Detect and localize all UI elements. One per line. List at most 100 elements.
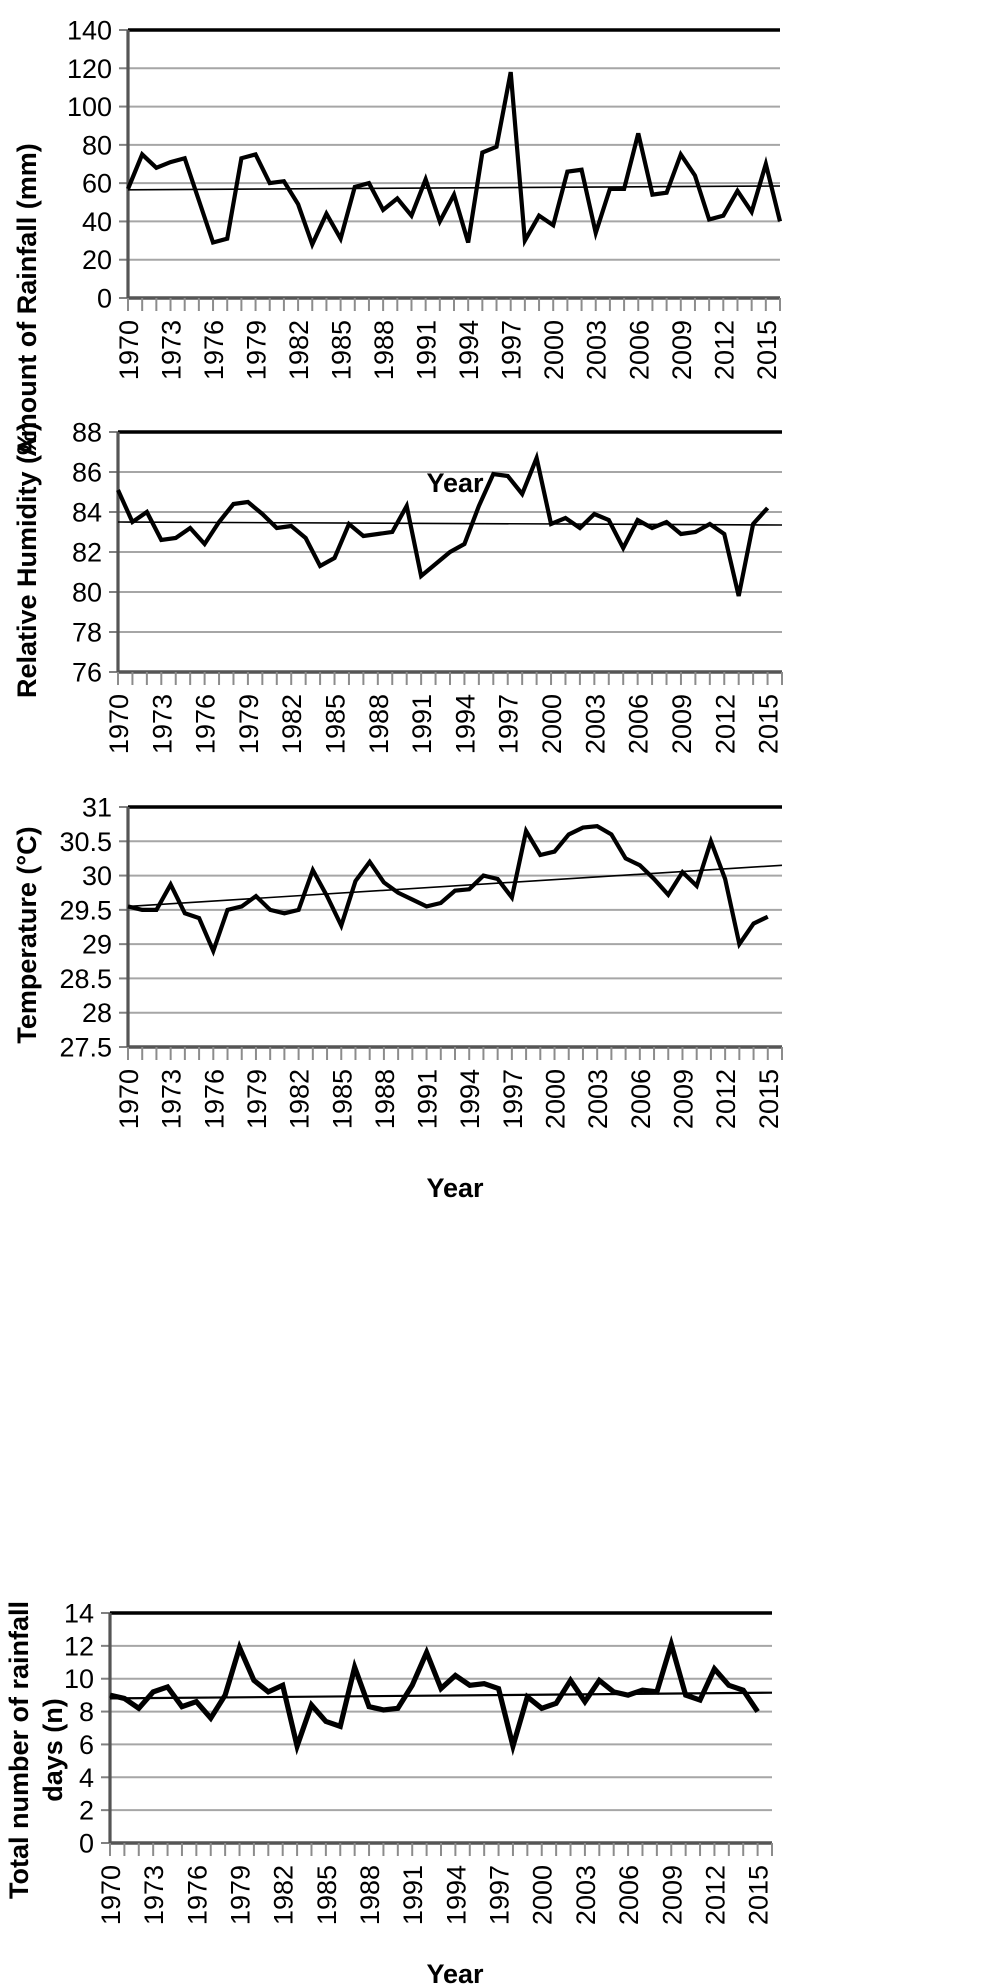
rainfall-y-axis-title: Amount of Rainfall (mm) xyxy=(12,143,42,456)
xtick-label: 1985 xyxy=(327,1069,357,1129)
ytick-label: 30 xyxy=(82,861,112,891)
xtick-label: 1997 xyxy=(494,694,524,754)
xtick-label: 1997 xyxy=(485,1865,515,1925)
xtick-label: 1970 xyxy=(96,1865,126,1925)
panel-temperature: Temperature (°C) 27.5 28 28.5 29 29.5 30 30.5 3… xyxy=(0,785,1000,1205)
rainfall-days-xlabel: Year xyxy=(426,1959,484,1988)
xtick-label: 2006 xyxy=(624,320,654,380)
ytick-label: 29 xyxy=(82,930,112,960)
xtick-label: 1973 xyxy=(157,320,187,380)
temperature-xtick-marks xyxy=(127,1047,783,1060)
xtick-label: 1979 xyxy=(234,694,264,754)
xtick-label: 2012 xyxy=(710,694,740,754)
ytick-label: 40 xyxy=(82,207,112,237)
rainfall-days-chart-svg: Total number of rainfall days (n) 024681… xyxy=(4,1599,774,1988)
rainfall-days-y-axis-title: Total number of rainfall days (n) xyxy=(4,1601,68,1899)
ytick-label: 120 xyxy=(67,54,112,84)
ytick-label: 12 xyxy=(64,1631,94,1661)
rainfall-days-ylabel-line1: Total number of rainfall xyxy=(4,1601,34,1899)
temperature-y-axis-title: Temperature (°C) xyxy=(12,826,42,1043)
xtick-label: 2015 xyxy=(754,694,784,754)
rainfall-xtick-marks xyxy=(127,298,781,311)
temperature-xtick-labels: 1970 1973 1976 1979 1982 1985 1988 1991 1994 1997… xyxy=(114,1069,784,1129)
ytick-label: 80 xyxy=(82,130,112,160)
ytick-label: 84 xyxy=(72,498,102,528)
xtick-label: 1982 xyxy=(277,694,307,754)
temperature-gridlines xyxy=(119,806,782,1048)
temperature-ytick-labels: 27.5 28 28.5 29 29.5 30 30.5 31 xyxy=(59,793,112,1063)
xtick-label: 2000 xyxy=(541,1069,571,1129)
xtick-label: 2012 xyxy=(711,1069,741,1129)
ytick-label: 0 xyxy=(97,284,112,314)
xtick-label: 2015 xyxy=(754,1069,784,1129)
ytick-label: 76 xyxy=(72,658,102,688)
xtick-label: 2000 xyxy=(528,1865,558,1925)
temperature-data-line xyxy=(127,824,769,957)
ytick-label: 2 xyxy=(79,1796,94,1826)
ytick-label: 100 xyxy=(67,92,112,122)
xtick-label: 1991 xyxy=(412,320,442,380)
xtick-label: 2015 xyxy=(744,1865,774,1925)
humidity-xtick-labels: 1970 1973 1976 1979 1982 1985 1988 1991 1994 1997… xyxy=(104,694,784,754)
humidity-ytick-labels: 76 78 80 82 84 86 88 xyxy=(72,418,102,688)
ytick-label: 20 xyxy=(82,245,112,275)
ytick-label: 28.5 xyxy=(59,964,112,994)
rainfall-ytick-labels: 0 20 40 60 80 100 120 140 xyxy=(67,16,112,314)
xtick-label: 2003 xyxy=(582,320,612,380)
xtick-label: 1988 xyxy=(370,1069,400,1129)
xtick-label: 2006 xyxy=(624,694,654,754)
xtick-label: 2009 xyxy=(657,1865,687,1925)
rainfall-days-xtick-marks xyxy=(109,1843,773,1856)
ytick-label: 28 xyxy=(82,998,112,1028)
ytick-label: 78 xyxy=(72,618,102,648)
ytick-label: 8 xyxy=(79,1697,94,1727)
xtick-label: 1994 xyxy=(455,1069,485,1129)
xtick-label: 2003 xyxy=(583,1069,613,1129)
xtick-label: 2006 xyxy=(626,1069,656,1129)
xtick-label: 1970 xyxy=(104,694,134,754)
xtick-label: 2003 xyxy=(580,694,610,754)
ytick-label: 88 xyxy=(72,418,102,448)
xtick-label: 1994 xyxy=(450,694,480,754)
xtick-label: 1988 xyxy=(369,320,399,380)
xtick-label: 1985 xyxy=(312,1865,342,1925)
xtick-label: 2009 xyxy=(668,1069,698,1129)
xtick-label: 1973 xyxy=(157,1069,187,1129)
rainfall-days-ylabel-line2: days (n) xyxy=(38,1698,68,1802)
ytick-label: 60 xyxy=(82,169,112,199)
panel-humidity: Relative Humidity (%) 76 78 80 82 84 86 88 197… xyxy=(0,410,1000,810)
rainfall-xtick-labels: 1970 1973 1976 1979 1982 1985 1988 1991 1994 1997… xyxy=(114,320,782,380)
ytick-label: 31 xyxy=(82,793,112,823)
xtick-label: 1985 xyxy=(327,320,357,380)
xtick-label: 1994 xyxy=(441,1865,471,1925)
xtick-label: 1976 xyxy=(182,1865,212,1925)
xtick-label: 1994 xyxy=(454,320,484,380)
humidity-ylabel: Relative Humidity (%) xyxy=(12,422,42,698)
ytick-label: 29.5 xyxy=(59,895,112,925)
rainfall-days-data-line xyxy=(109,1634,760,1757)
xtick-label: 1985 xyxy=(321,694,351,754)
ytick-label: 0 xyxy=(79,1829,94,1859)
xtick-label: 1976 xyxy=(199,320,229,380)
rainfall-gridlines xyxy=(119,29,780,299)
xtick-label: 1982 xyxy=(285,1069,315,1129)
xtick-label: 1979 xyxy=(242,320,272,380)
temperature-chart-svg: Temperature (°C) 27.5 28 28.5 29 29.5 30 30.5 3… xyxy=(12,793,784,1204)
xtick-label: 1976 xyxy=(191,694,221,754)
xtick-label: 1970 xyxy=(114,1069,144,1129)
xtick-label: 2009 xyxy=(667,320,697,380)
xtick-label: 1982 xyxy=(284,320,314,380)
xtick-label: 2000 xyxy=(539,320,569,380)
xtick-label: 1979 xyxy=(242,1069,272,1129)
xtick-label: 2015 xyxy=(752,320,782,380)
humidity-xtick-marks xyxy=(117,672,783,685)
xtick-label: 1991 xyxy=(413,1069,443,1129)
xtick-label: 2012 xyxy=(700,1865,730,1925)
rainfall-data-line xyxy=(126,71,783,250)
temperature-trendline xyxy=(127,864,783,908)
humidity-chart-svg: Relative Humidity (%) 76 78 80 82 84 86 88 197… xyxy=(12,418,784,755)
xtick-label: 1988 xyxy=(364,694,394,754)
